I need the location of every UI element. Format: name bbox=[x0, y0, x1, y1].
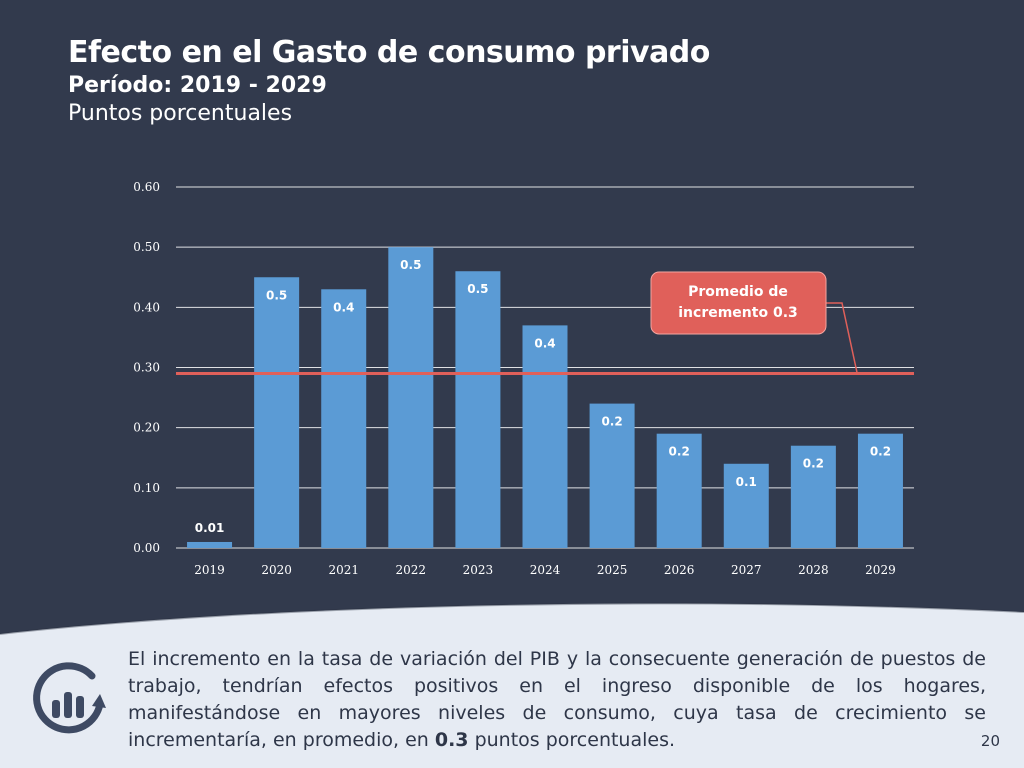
data-label: 0.5 bbox=[467, 282, 488, 296]
bar bbox=[589, 403, 635, 548]
data-label: 0.5 bbox=[400, 258, 421, 272]
bar bbox=[254, 277, 300, 548]
page-subtitle: Período: 2019 - 2029 bbox=[68, 73, 327, 98]
footer-text-highlight: 0.3 bbox=[434, 729, 469, 751]
footer-band bbox=[0, 602, 1024, 768]
footer-text: El incremento en la tasa de variación de… bbox=[128, 646, 986, 754]
title-block: Efecto en el Gasto de consumo privado Pe… bbox=[68, 34, 710, 128]
data-label: 0.2 bbox=[601, 415, 622, 429]
average-callout-line1: Promedio de bbox=[688, 284, 788, 300]
x-tick-label: 2026 bbox=[664, 563, 695, 577]
average-callout-line2: incremento 0.3 bbox=[678, 305, 798, 321]
bar bbox=[857, 433, 903, 548]
y-tick-label: 0.40 bbox=[133, 300, 160, 314]
bar bbox=[790, 445, 836, 548]
y-tick-label: 0.50 bbox=[133, 240, 160, 254]
data-label: 0.4 bbox=[333, 300, 354, 314]
page-title: Efecto en el Gasto de consumo privado bbox=[68, 35, 710, 70]
bar bbox=[187, 541, 233, 548]
x-tick-label: 2021 bbox=[328, 563, 359, 577]
data-label: 0.2 bbox=[669, 445, 690, 459]
bar bbox=[321, 289, 367, 548]
callout-connector bbox=[825, 302, 858, 373]
x-tick-label: 2020 bbox=[261, 563, 292, 577]
bar bbox=[388, 247, 434, 548]
bar bbox=[656, 433, 702, 548]
bar bbox=[723, 463, 769, 548]
page-number: 20 bbox=[980, 732, 1000, 750]
x-tick-label: 2019 bbox=[194, 563, 225, 577]
x-tick-label: 2027 bbox=[731, 563, 762, 577]
footer-text-end: puntos porcentuales. bbox=[468, 729, 676, 751]
x-tick-label: 2025 bbox=[597, 563, 628, 577]
growth-chart-cycle-icon bbox=[33, 662, 106, 734]
x-tick-label: 2023 bbox=[463, 563, 494, 577]
y-tick-label: 0.30 bbox=[133, 361, 160, 375]
y-tick-label: 0.10 bbox=[133, 481, 160, 495]
y-tick-label: 0.60 bbox=[133, 180, 160, 194]
bar-chart: 0.00 0.10 0.20 0.30 0.40 0.50 0.60 0.01 2019 0.5 2… bbox=[133, 180, 914, 577]
y-tick-label: 0.20 bbox=[133, 421, 160, 435]
data-label: 0.2 bbox=[870, 445, 891, 459]
x-tick-label: 2022 bbox=[396, 563, 427, 577]
bar bbox=[455, 271, 501, 548]
bar bbox=[522, 325, 568, 548]
data-label: 0.01 bbox=[195, 521, 225, 535]
data-label: 0.5 bbox=[266, 288, 287, 302]
x-tick-label: 2028 bbox=[798, 563, 829, 577]
unit-label: Puntos porcentuales bbox=[68, 101, 293, 126]
data-label: 0.4 bbox=[534, 336, 555, 350]
data-label: 0.1 bbox=[736, 475, 757, 489]
data-label: 0.2 bbox=[803, 457, 824, 471]
x-tick-label: 2024 bbox=[530, 563, 561, 577]
y-tick-label: 0.00 bbox=[133, 541, 160, 555]
average-callout bbox=[650, 271, 827, 335]
x-tick-label: 2029 bbox=[865, 563, 896, 577]
footer-text-main: El incremento en la tasa de variación de… bbox=[128, 648, 986, 751]
